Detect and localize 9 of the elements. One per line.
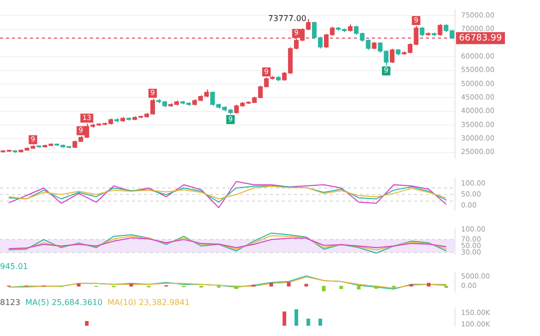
text: MA(5) 25,684.3610 [25, 298, 103, 308]
annotation: 73777.00 [268, 14, 306, 24]
ref-line-label: 66783.99 [459, 33, 502, 44]
text: MA(10) 23,382.9841 [108, 298, 190, 308]
text: 945.01 [0, 262, 28, 272]
text: 8123 [0, 298, 20, 308]
candlestick [438, 24, 442, 36]
candlestick [390, 48, 394, 64]
candlestick [420, 26, 424, 37]
